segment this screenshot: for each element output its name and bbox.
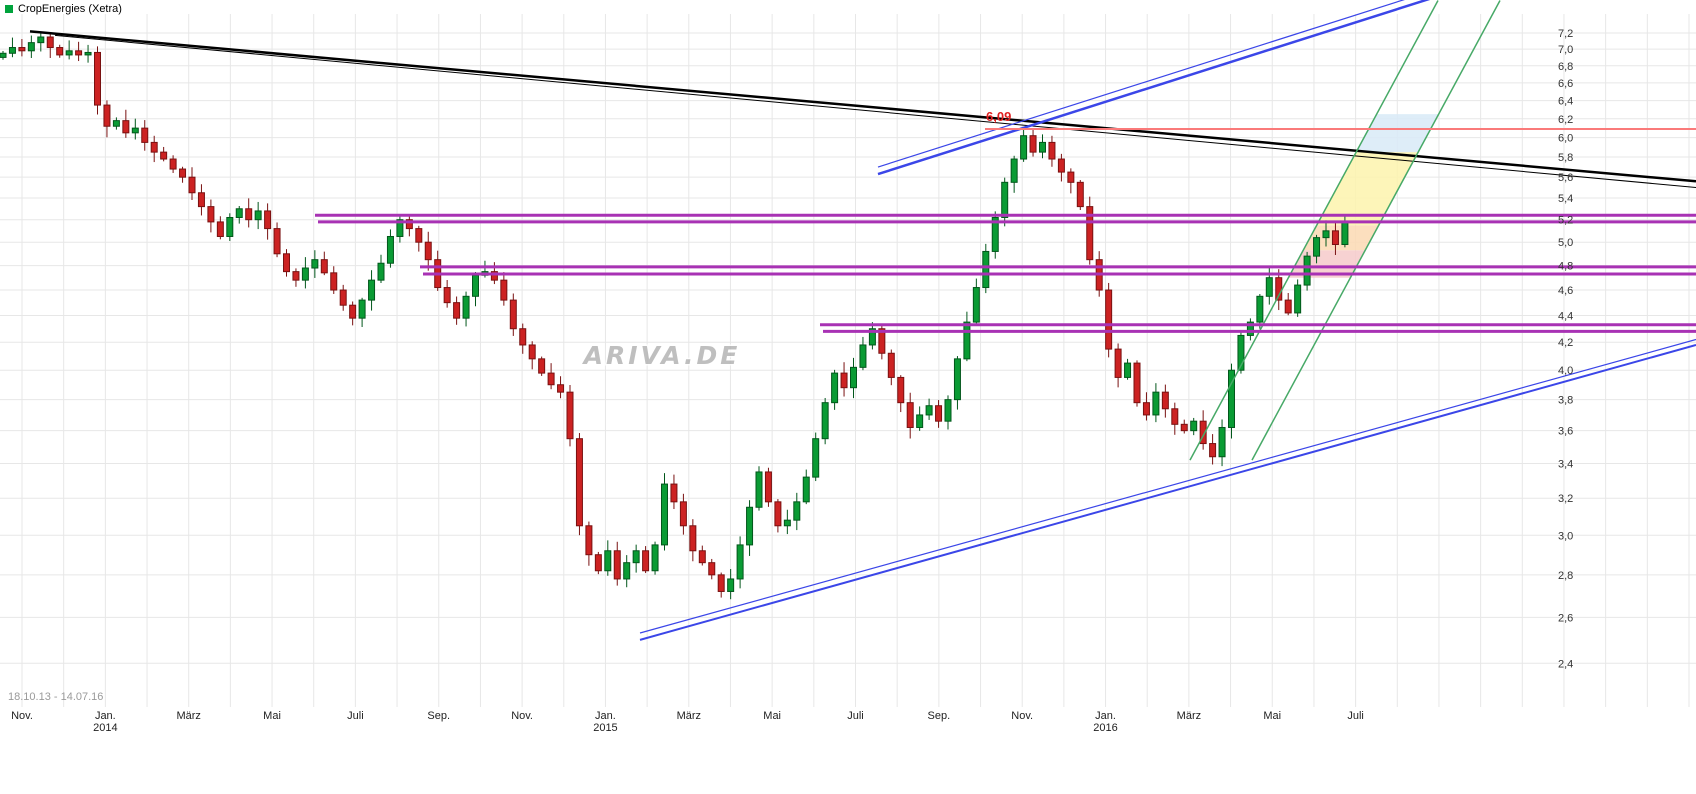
- y-tick-label: 6,8: [1558, 61, 1573, 73]
- candlesticks: [0, 32, 1349, 600]
- series-legend-icon: [5, 5, 13, 13]
- x-tick-label: Juli: [347, 710, 364, 722]
- x-tick-label: Nov.: [511, 710, 533, 722]
- x-tick-label: Sep.: [427, 710, 450, 722]
- watermark: ARIVA.DE: [582, 341, 741, 370]
- y-tick-label: 3,2: [1558, 493, 1573, 505]
- y-axis-labels: 7,2 7,0 6,8 6,6 6,4 6,2 6,0 5,8 5,6 5,4 5,2 5,0 4,8 4…: [1558, 28, 1573, 670]
- x-tick-label: Juli: [847, 710, 864, 722]
- downtrend-black-main: [29, 30, 1696, 183]
- band-yellow: [1316, 152, 1419, 226]
- y-tick-label: 2,6: [1558, 612, 1573, 624]
- x-tick-label: Jan.: [95, 710, 116, 722]
- projection-bands: [1288, 114, 1439, 278]
- x-tick-label: Jan.: [1095, 710, 1116, 722]
- gridlines: [0, 14, 1696, 707]
- y-tick-label: 2,4: [1558, 658, 1573, 670]
- y-tick-label: 4,4: [1558, 311, 1573, 323]
- x-tick-label: März: [677, 710, 701, 722]
- price-annotation: 6,09: [986, 109, 1011, 124]
- uptrend-blue-upper-secondary: [877, 0, 1405, 168]
- horizontal-lines: [315, 128, 1696, 333]
- y-tick-label: 6,6: [1558, 78, 1573, 90]
- y-tick-label: 3,0: [1558, 530, 1573, 542]
- x-tick-label: Nov.: [1011, 710, 1033, 722]
- chart-title: CropEnergies (Xetra): [18, 3, 122, 15]
- uptrend-green-channel-right: [1251, 0, 1501, 461]
- y-tick-label: 6,4: [1558, 96, 1573, 108]
- uptrend-blue-upper-main: [877, 0, 1431, 176]
- x-tick-label: Nov.: [11, 710, 33, 722]
- y-tick-label: 5,6: [1558, 172, 1573, 184]
- y-tick-label: 4,0: [1558, 365, 1573, 377]
- x-tick-label: März: [1177, 710, 1201, 722]
- uptrend-blue-lower-main: [639, 343, 1696, 641]
- y-tick-label: 7,0: [1558, 44, 1573, 56]
- y-tick-label: 7,2: [1558, 28, 1573, 40]
- y-tick-label: 6,2: [1558, 114, 1573, 126]
- chart-header: CropEnergies (Xetra): [5, 3, 122, 15]
- band-lightblue: [1356, 114, 1439, 153]
- uptrend-green-channel-left: [1189, 0, 1439, 461]
- y-tick-label: 5,8: [1558, 152, 1573, 164]
- downtrend-black-secondary: [54, 34, 1696, 189]
- uptrend-blue-lower-secondary: [639, 338, 1696, 634]
- y-tick-label: 5,0: [1558, 237, 1573, 249]
- band-orange: [1303, 225, 1379, 251]
- y-tick-label: 5,2: [1558, 215, 1573, 227]
- y-tick-label: 4,8: [1558, 261, 1573, 273]
- y-tick-label: 2,8: [1558, 570, 1573, 582]
- y-tick-label: 4,6: [1558, 285, 1573, 297]
- x-tick-label: Juli: [1347, 710, 1364, 722]
- y-tick-label: 4,2: [1558, 337, 1573, 349]
- x-tick-label: Mai: [763, 710, 781, 722]
- y-tick-label: 3,4: [1558, 458, 1573, 470]
- y-tick-label: 5,4: [1558, 193, 1573, 205]
- x-tick-label: März: [176, 710, 200, 722]
- x-axis-labels: Nov. Jan. März Mai Juli Sep. Nov. Jan. März Mai Ju…: [11, 710, 1364, 734]
- date-range-label: 18.10.13 - 14.07.16: [8, 691, 104, 703]
- y-tick-label: 6,0: [1558, 133, 1573, 145]
- x-year-label: 2014: [93, 722, 117, 734]
- x-year-label: 2016: [1093, 722, 1117, 734]
- x-year-label: 2015: [593, 722, 617, 734]
- x-tick-label: Mai: [1263, 710, 1281, 722]
- x-tick-label: Sep.: [928, 710, 951, 722]
- x-tick-label: Jan.: [595, 710, 616, 722]
- y-tick-label: 3,8: [1558, 395, 1573, 407]
- trendlines: [29, 0, 1696, 641]
- x-tick-label: Mai: [263, 710, 281, 722]
- y-tick-label: 3,6: [1558, 426, 1573, 438]
